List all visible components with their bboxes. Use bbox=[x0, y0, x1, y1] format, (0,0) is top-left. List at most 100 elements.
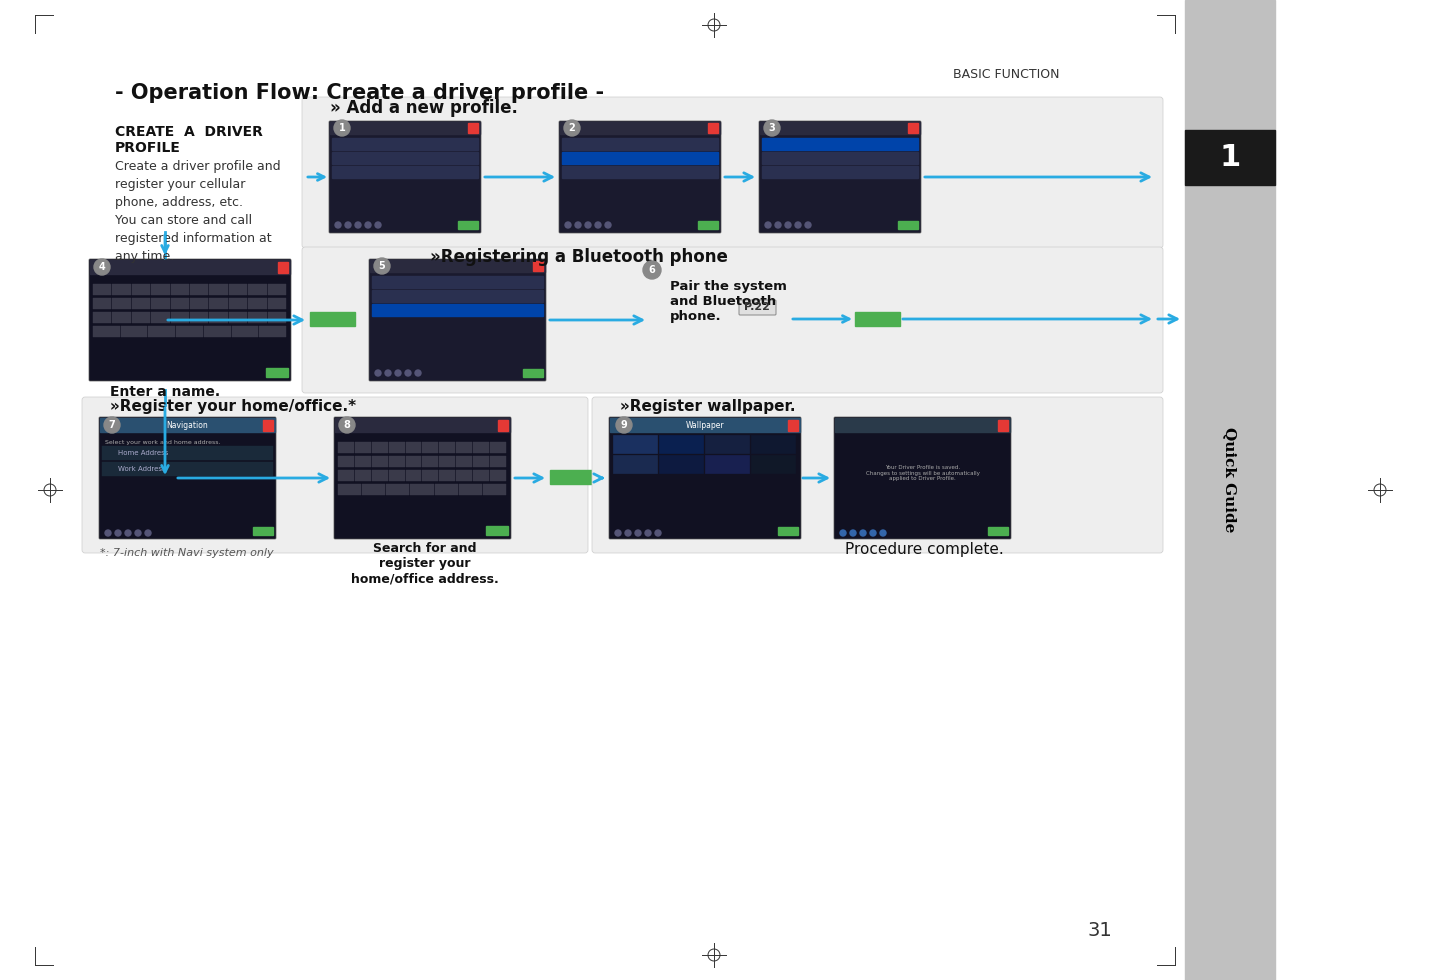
Bar bbox=[332, 152, 477, 164]
Circle shape bbox=[584, 222, 592, 228]
Bar bbox=[229, 284, 247, 295]
Bar bbox=[372, 304, 543, 316]
Circle shape bbox=[394, 370, 402, 376]
Bar bbox=[263, 420, 273, 431]
Bar bbox=[610, 418, 800, 432]
Bar bbox=[339, 470, 354, 481]
Bar bbox=[855, 312, 900, 326]
Circle shape bbox=[785, 222, 792, 228]
Bar bbox=[90, 260, 290, 274]
Bar bbox=[370, 260, 544, 272]
Bar bbox=[787, 420, 797, 431]
Text: Procedure complete.: Procedure complete. bbox=[845, 542, 1003, 557]
Text: CREATE  A  DRIVER
PROFILE: CREATE A DRIVER PROFILE bbox=[114, 125, 263, 155]
Bar bbox=[372, 456, 387, 467]
Text: 7: 7 bbox=[109, 420, 116, 430]
Bar bbox=[410, 484, 433, 495]
Bar bbox=[101, 462, 273, 476]
FancyBboxPatch shape bbox=[99, 417, 276, 539]
Text: Create a driver profile and
register your cellular
phone, address, etc.
You can : Create a driver profile and register you… bbox=[114, 160, 280, 263]
Bar bbox=[332, 166, 477, 178]
Circle shape bbox=[860, 530, 866, 536]
Circle shape bbox=[334, 120, 350, 136]
FancyBboxPatch shape bbox=[559, 121, 722, 233]
Bar bbox=[249, 298, 267, 309]
Bar bbox=[372, 290, 543, 302]
Bar bbox=[439, 456, 456, 467]
Bar bbox=[204, 326, 230, 337]
Bar bbox=[113, 284, 131, 295]
Bar bbox=[707, 123, 717, 133]
Bar bbox=[987, 527, 1007, 535]
Bar bbox=[389, 456, 404, 467]
Bar bbox=[752, 435, 795, 453]
Text: Wallpaper: Wallpaper bbox=[686, 420, 725, 429]
Bar bbox=[562, 166, 717, 178]
Bar bbox=[113, 298, 131, 309]
FancyBboxPatch shape bbox=[329, 121, 482, 233]
Text: Work Address: Work Address bbox=[119, 466, 166, 472]
Text: 1: 1 bbox=[1219, 143, 1240, 172]
Bar bbox=[483, 484, 506, 495]
Circle shape bbox=[604, 222, 612, 228]
Bar bbox=[210, 312, 227, 323]
Bar bbox=[151, 284, 170, 295]
Bar bbox=[330, 122, 480, 134]
Circle shape bbox=[94, 259, 110, 275]
Circle shape bbox=[374, 370, 382, 376]
FancyBboxPatch shape bbox=[759, 121, 922, 233]
Circle shape bbox=[404, 370, 412, 376]
Bar bbox=[562, 152, 717, 164]
Circle shape bbox=[414, 370, 422, 376]
Bar bbox=[190, 312, 209, 323]
Bar bbox=[279, 262, 289, 273]
FancyBboxPatch shape bbox=[369, 259, 546, 381]
Bar bbox=[907, 123, 917, 133]
Bar bbox=[439, 442, 456, 453]
Circle shape bbox=[354, 222, 362, 228]
Circle shape bbox=[805, 222, 812, 228]
Text: 3: 3 bbox=[769, 123, 776, 133]
Bar bbox=[354, 442, 370, 453]
Bar bbox=[170, 298, 189, 309]
Circle shape bbox=[870, 530, 876, 536]
Bar bbox=[406, 470, 422, 481]
Text: 8: 8 bbox=[343, 420, 350, 430]
Bar bbox=[190, 284, 209, 295]
Text: BASIC FUNCTION: BASIC FUNCTION bbox=[953, 69, 1060, 81]
Bar bbox=[459, 221, 477, 229]
FancyBboxPatch shape bbox=[592, 397, 1163, 553]
Bar bbox=[459, 484, 482, 495]
Text: 1: 1 bbox=[339, 123, 346, 133]
Text: Quick Guide: Quick Guide bbox=[1223, 427, 1238, 533]
Bar bbox=[762, 166, 917, 178]
Text: 6: 6 bbox=[649, 265, 656, 275]
Bar bbox=[93, 284, 111, 295]
Circle shape bbox=[104, 530, 111, 536]
Bar bbox=[386, 484, 410, 495]
Text: *: 7-inch with Navi system only: *: 7-inch with Navi system only bbox=[100, 548, 273, 558]
Bar bbox=[354, 470, 370, 481]
Bar bbox=[523, 369, 543, 377]
Bar bbox=[423, 442, 439, 453]
Bar bbox=[704, 455, 749, 473]
Bar bbox=[469, 123, 477, 133]
Bar bbox=[762, 138, 917, 150]
Bar bbox=[760, 122, 920, 134]
Bar bbox=[362, 484, 386, 495]
Text: Select your work and home address.: Select your work and home address. bbox=[104, 440, 220, 445]
Text: »Registering a Bluetooth phone: »Registering a Bluetooth phone bbox=[430, 248, 727, 266]
Bar bbox=[456, 456, 472, 467]
Bar bbox=[456, 470, 472, 481]
Bar bbox=[533, 261, 543, 271]
Text: Pair the system
and Bluetooth
phone.: Pair the system and Bluetooth phone. bbox=[670, 280, 787, 323]
Circle shape bbox=[364, 222, 372, 228]
Bar bbox=[497, 420, 507, 431]
Bar bbox=[777, 527, 797, 535]
Circle shape bbox=[840, 530, 846, 536]
Text: Navigation: Navigation bbox=[167, 420, 209, 429]
Bar bbox=[439, 470, 456, 481]
Bar bbox=[229, 312, 247, 323]
Circle shape bbox=[765, 120, 780, 136]
Circle shape bbox=[850, 530, 856, 536]
